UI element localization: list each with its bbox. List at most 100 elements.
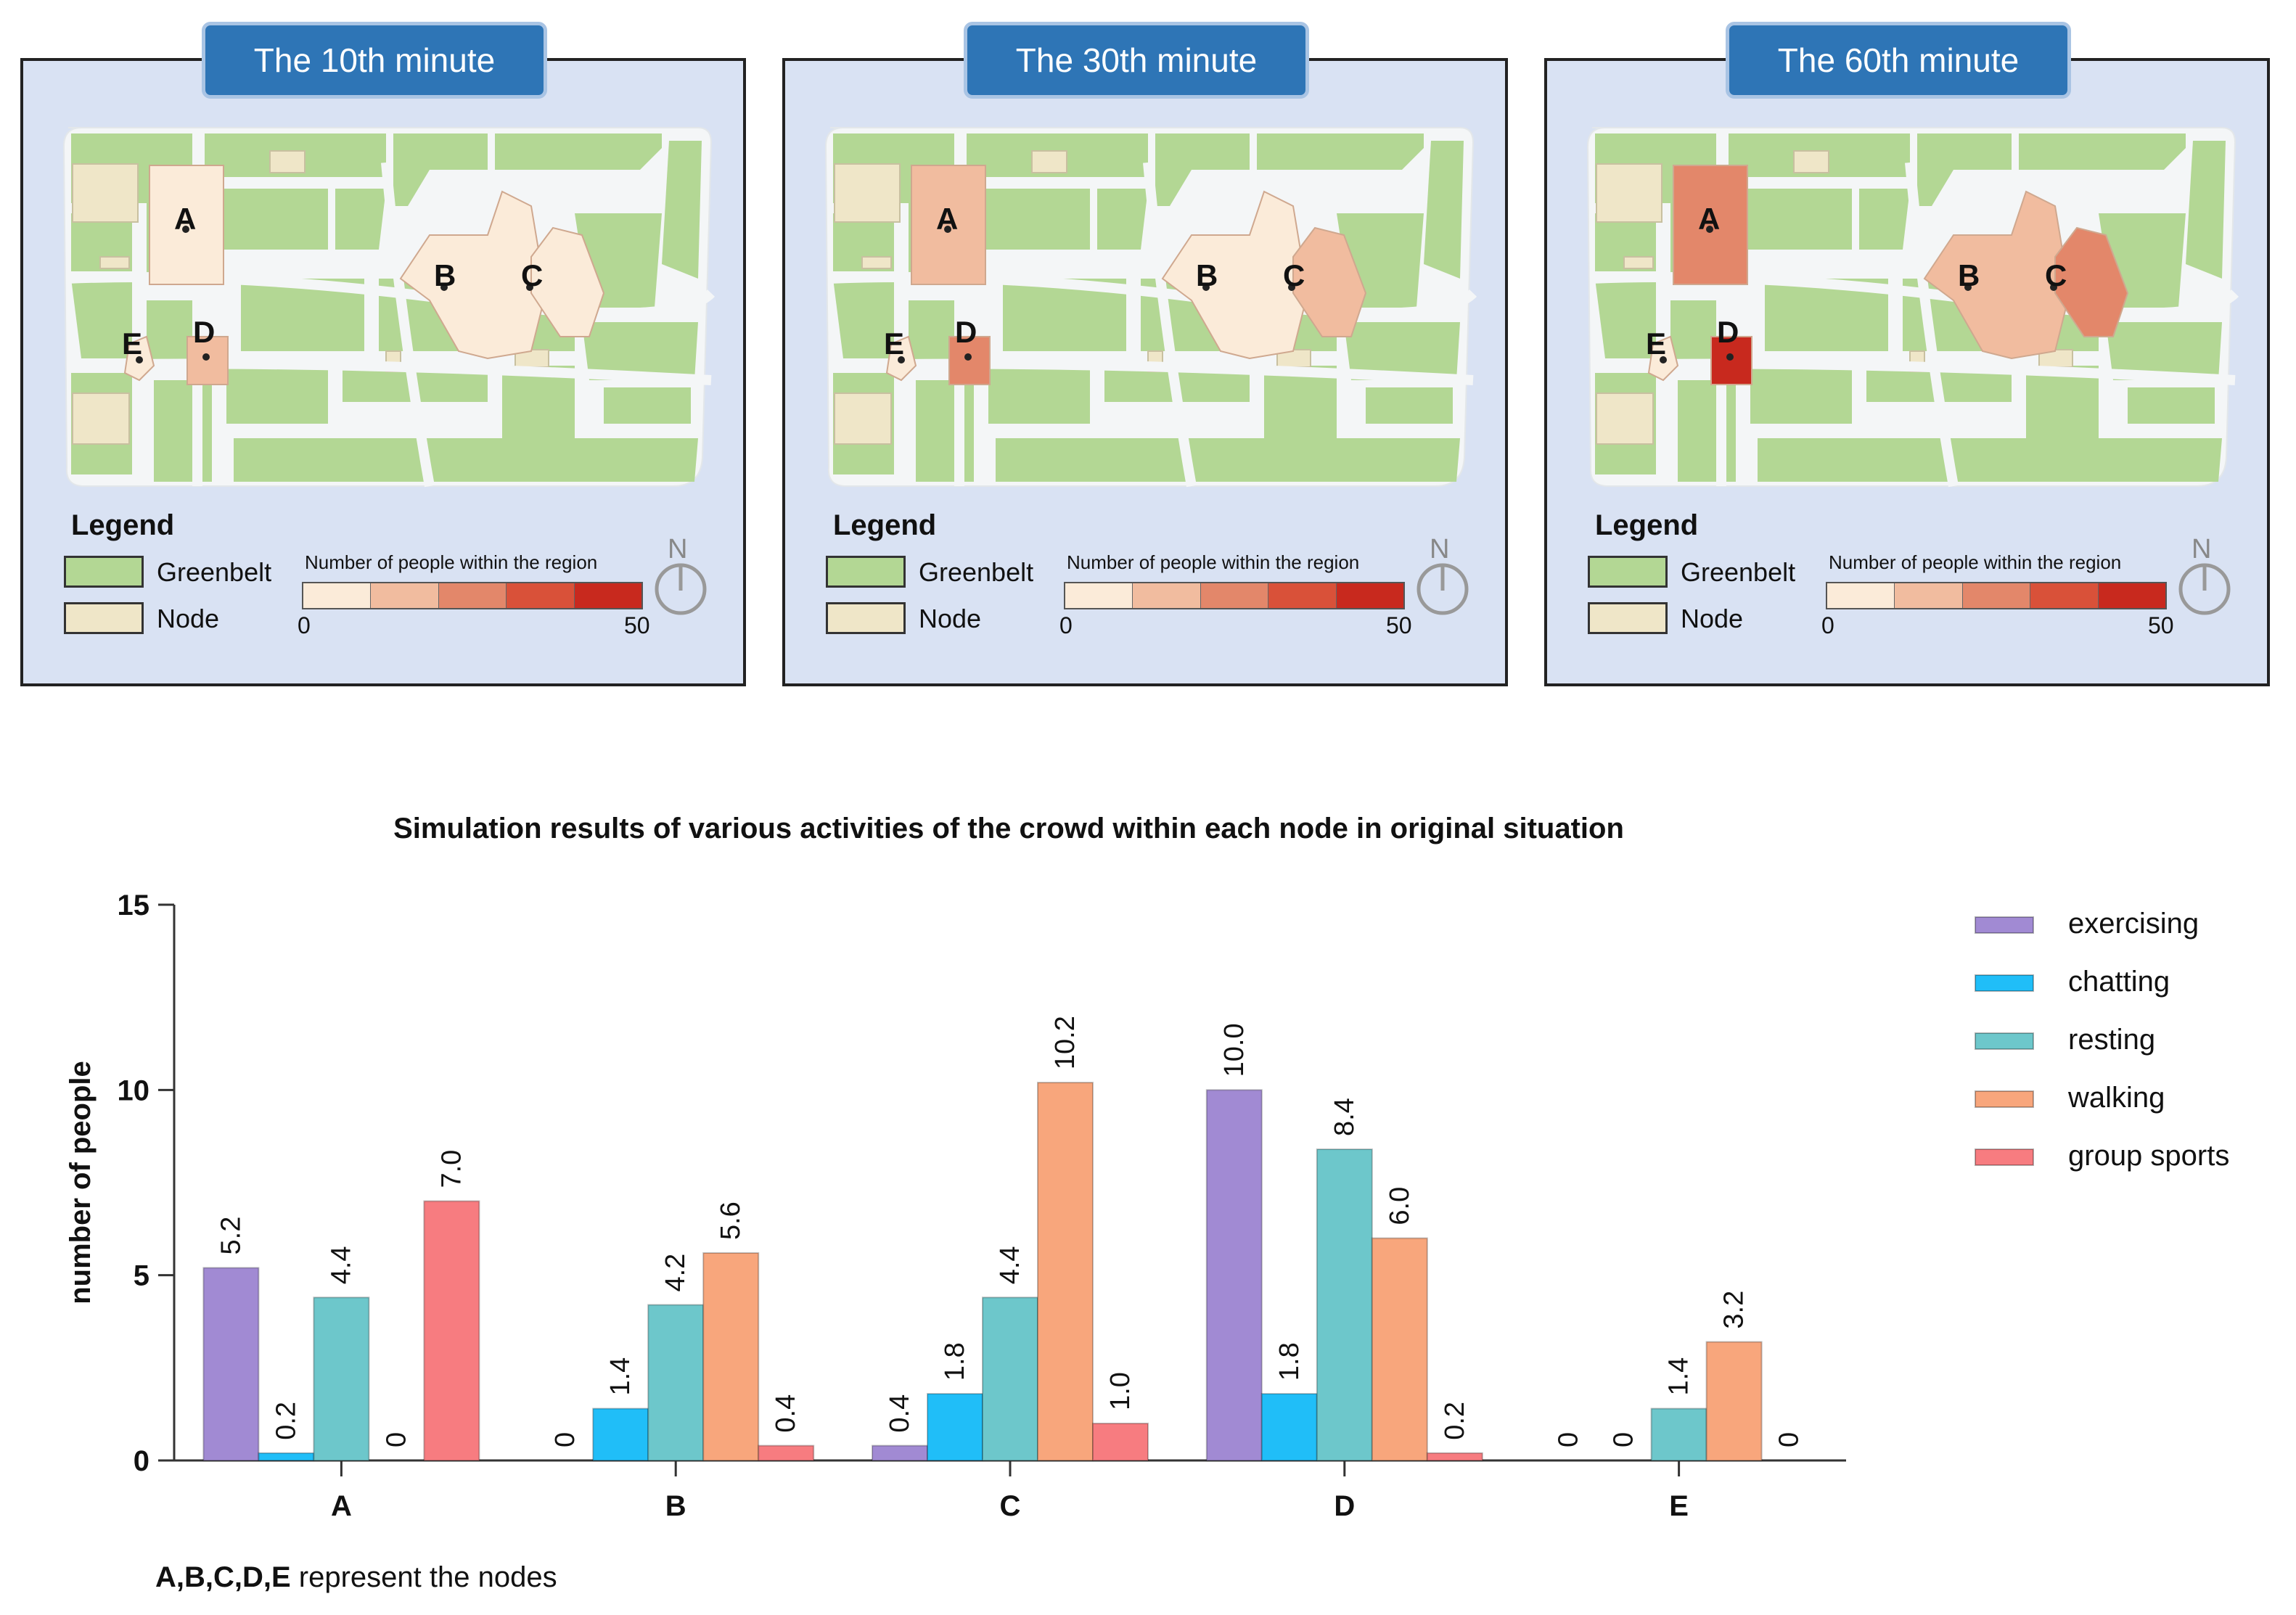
greenbelt-block [502, 366, 575, 438]
bar [872, 1445, 928, 1461]
scale-max: 50 [2148, 612, 2174, 638]
greenbelt-block [1750, 366, 1852, 424]
footpath [1143, 162, 1197, 488]
color-scale-bar [1064, 582, 1405, 609]
greenbelt-swatch [826, 556, 906, 588]
data-label: 4.4 [995, 1246, 1025, 1284]
greenbelt-block [71, 279, 132, 358]
data-label: 6.0 [1385, 1187, 1415, 1225]
node-swatch [64, 602, 144, 634]
greenbelt-swatch [64, 556, 144, 588]
scale-min: 0 [1059, 612, 1073, 638]
data-label: 10.2 [1050, 1016, 1081, 1069]
node-point [526, 284, 533, 291]
greenbelt-block [1729, 189, 1852, 250]
node-region-a [911, 165, 986, 285]
node-point [964, 353, 972, 361]
bar [647, 1304, 705, 1462]
map-panel: The 60th minute A B C D E Legend Greenbelt N… [1544, 22, 2270, 686]
data-label: 4.4 [326, 1246, 356, 1284]
greenbelt-block [335, 189, 386, 250]
greenbelt-block [1917, 133, 2012, 206]
y-tick-label: 0 [134, 1445, 149, 1477]
node-region-d [1710, 336, 1752, 385]
map-panel: The 10th minute A B C D E Legend Greenbelt N… [20, 22, 746, 686]
node-block [834, 163, 901, 223]
greenbelt-block [996, 438, 1460, 482]
node-region-a [1673, 165, 1748, 285]
node-point [1964, 284, 1972, 291]
greenbelt-block [1003, 279, 1126, 351]
greenbelt-block [205, 189, 328, 250]
node-region-d [186, 336, 229, 385]
node-label-b: B [434, 258, 456, 292]
bar [1705, 1341, 1763, 1461]
chart-title: Simulation results of various activities… [393, 813, 1624, 845]
node-point [1706, 226, 1713, 233]
node-point [202, 353, 210, 361]
greenbelt-block [833, 279, 894, 358]
data-label: 1.8 [940, 1342, 970, 1381]
data-label: 0.2 [1440, 1402, 1470, 1440]
color-scale-bar [1826, 582, 2167, 609]
node-label-a: A [174, 202, 196, 236]
node-region-a [149, 165, 224, 285]
x-tick-label: E [1669, 1490, 1689, 1522]
scale-max: 50 [1386, 612, 1412, 638]
node-block [1031, 150, 1067, 173]
greenbelt-block [1765, 279, 1888, 351]
bar [927, 1393, 983, 1462]
node-label-a: A [1698, 202, 1720, 236]
x-tick-label: B [665, 1490, 686, 1522]
scale-label: Number of people within the region [305, 551, 598, 573]
bar-chart: 0 5 10 15 number of people A 5.2 0.2 4.4 0 7.0 B 0 1.… [65, 889, 2229, 1522]
legend-title: Legend [71, 509, 175, 541]
map-image: A B C D E [824, 127, 1477, 488]
bar [1426, 1452, 1483, 1462]
footpath [1905, 162, 1959, 488]
legend-label: group sports [2068, 1140, 2229, 1172]
node-label-b: B [1958, 258, 1980, 292]
node-label-d: D [193, 315, 215, 349]
data-label: 0 [381, 1432, 411, 1447]
node-swatch [1588, 602, 1668, 634]
legend-label: resting [2068, 1024, 2155, 1056]
scale-label: Number of people within the region [1829, 551, 2122, 573]
node-point [944, 226, 951, 233]
node-label: Node [157, 604, 220, 633]
data-label: 0.4 [885, 1394, 915, 1433]
greenbelt-label: Greenbelt [157, 557, 272, 587]
bar [702, 1252, 760, 1461]
node-label-d: D [955, 315, 977, 349]
legend-title: Legend [833, 509, 937, 541]
greenbelt-block [1264, 366, 1337, 438]
y-tick-label: 15 [118, 889, 150, 921]
node-label-e: E [122, 326, 142, 361]
bar [592, 1408, 649, 1461]
greenbelt-block [2019, 133, 2186, 170]
node-point [1288, 284, 1295, 291]
node-region-c [2054, 226, 2129, 337]
greenbelt-block [495, 133, 662, 170]
x-tick-label: D [1334, 1490, 1355, 1522]
node-label-d: D [1717, 315, 1739, 349]
north-arrow-icon [2178, 563, 2231, 615]
greenbelt-block [1097, 189, 1148, 250]
scale-min: 0 [298, 612, 311, 638]
greenbelt-block [226, 366, 328, 424]
data-label: 4.2 [660, 1254, 691, 1292]
bar [202, 1267, 260, 1461]
greenbelt-block [1859, 189, 1910, 250]
bar [1092, 1422, 1149, 1462]
color-scale-bar [302, 582, 643, 609]
greenbelt-block [1344, 322, 1460, 380]
legend-label: exercising [2068, 908, 2199, 940]
bar [1205, 1089, 1263, 1461]
map-title: The 10th minute [202, 22, 547, 99]
greenbelt-block [2106, 322, 2222, 380]
x-tick-label: C [1000, 1490, 1021, 1522]
node-label: Node [919, 604, 982, 633]
legend-swatch [1975, 1032, 2034, 1050]
greenbelt-block [1595, 279, 1656, 358]
greenbelt-block [916, 380, 974, 482]
